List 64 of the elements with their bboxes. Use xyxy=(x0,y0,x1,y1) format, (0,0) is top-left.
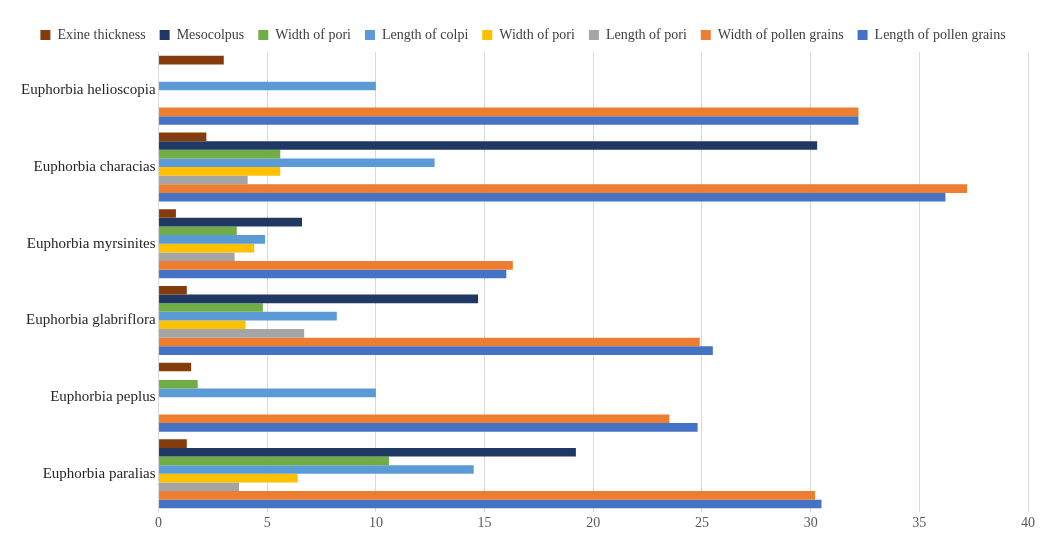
bar xyxy=(159,149,281,159)
bar xyxy=(159,175,248,185)
y-tick-label: Euphorbia peplus xyxy=(50,388,156,405)
bar xyxy=(159,482,239,492)
bar xyxy=(159,294,479,304)
bar xyxy=(159,243,255,253)
bar xyxy=(159,303,263,312)
bar xyxy=(159,439,187,448)
bar xyxy=(159,235,266,244)
bar xyxy=(159,379,198,389)
y-tick-label: Euphorbia myrsinites xyxy=(26,234,156,251)
bar xyxy=(159,337,700,347)
legend-label: Length of pori xyxy=(605,26,687,42)
legend-label: Width of pori xyxy=(499,26,576,42)
bar xyxy=(159,465,474,474)
bar xyxy=(159,447,576,457)
bar xyxy=(159,499,822,509)
bar xyxy=(159,209,176,218)
bar xyxy=(159,329,305,338)
bar xyxy=(159,320,246,330)
bar xyxy=(159,226,237,236)
bar xyxy=(159,132,207,142)
y-tick-label: Euphorbia helioscopia xyxy=(21,81,156,98)
bar xyxy=(159,456,389,466)
bar xyxy=(159,362,192,372)
bar xyxy=(159,167,281,176)
x-tick-label: 10 xyxy=(368,515,383,531)
x-tick-label: 0 xyxy=(155,515,163,531)
y-tick-label: Euphorbia paralias xyxy=(42,464,156,481)
bar xyxy=(159,107,859,117)
bar xyxy=(159,158,435,168)
x-tick-label: 30 xyxy=(803,515,818,531)
bar xyxy=(159,311,337,321)
bar xyxy=(159,473,298,483)
legend-label: Length of colpi xyxy=(381,26,469,42)
x-tick-label: 40 xyxy=(1021,515,1035,531)
bar xyxy=(159,491,815,500)
bar xyxy=(159,269,507,279)
bar xyxy=(159,252,235,262)
y-tick-label: Euphorbia characias xyxy=(33,157,156,174)
legend-label: Exine thickness xyxy=(57,26,146,42)
bar xyxy=(159,55,224,65)
legend-label: Width of pori xyxy=(275,26,352,42)
y-tick-label: Euphorbia glabriflora xyxy=(26,311,156,328)
bar xyxy=(159,285,187,295)
bar xyxy=(159,388,376,398)
legend-label: Length of pollen grains xyxy=(874,26,1006,42)
bar xyxy=(159,261,513,270)
bar xyxy=(159,141,818,150)
bar xyxy=(159,414,670,424)
x-tick-label: 15 xyxy=(477,515,492,531)
x-tick-label: 25 xyxy=(694,515,709,531)
bar xyxy=(159,346,713,355)
x-tick-label: 5 xyxy=(263,515,271,531)
bar xyxy=(159,192,946,202)
bar xyxy=(159,81,376,91)
legend-label: Mesocolpus xyxy=(176,26,245,42)
legend-label: Width of pollen grains xyxy=(717,26,844,42)
bar xyxy=(159,116,859,125)
bar xyxy=(159,184,968,193)
x-tick-label: 20 xyxy=(586,515,601,531)
x-tick-label: 35 xyxy=(912,515,927,531)
bar xyxy=(159,423,698,432)
bar xyxy=(159,217,303,227)
